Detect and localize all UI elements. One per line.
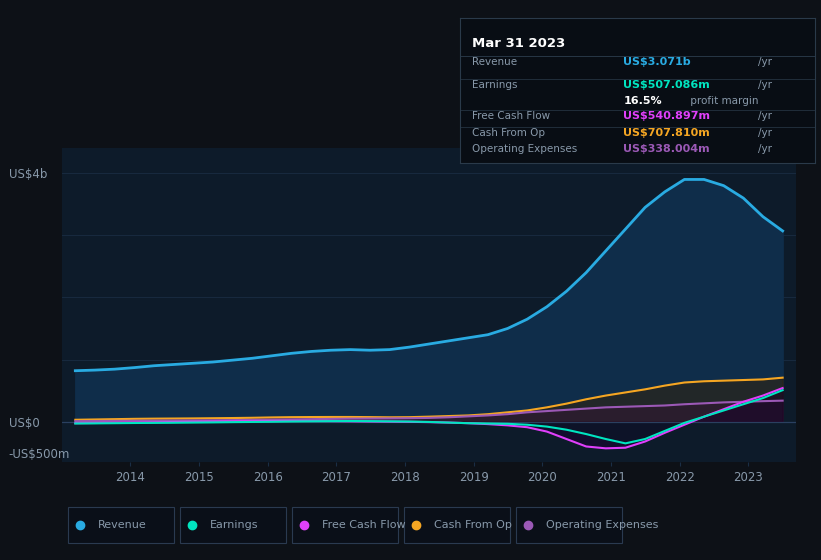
FancyBboxPatch shape — [67, 507, 174, 543]
Text: Free Cash Flow: Free Cash Flow — [472, 111, 551, 121]
Text: Earnings: Earnings — [209, 520, 258, 530]
Text: US$540.897m: US$540.897m — [623, 111, 710, 121]
FancyBboxPatch shape — [291, 507, 398, 543]
Text: Cash From Op: Cash From Op — [433, 520, 511, 530]
Text: /yr: /yr — [759, 128, 773, 138]
FancyBboxPatch shape — [180, 507, 286, 543]
FancyBboxPatch shape — [516, 507, 622, 543]
Text: US$707.810m: US$707.810m — [623, 128, 710, 138]
Text: /yr: /yr — [759, 80, 773, 90]
Text: Free Cash Flow: Free Cash Flow — [322, 520, 406, 530]
Text: Operating Expenses: Operating Expenses — [546, 520, 658, 530]
Text: Cash From Op: Cash From Op — [472, 128, 545, 138]
Text: Operating Expenses: Operating Expenses — [472, 144, 578, 155]
FancyBboxPatch shape — [404, 507, 510, 543]
Text: /yr: /yr — [759, 111, 773, 121]
Text: Revenue: Revenue — [98, 520, 146, 530]
Text: US$507.086m: US$507.086m — [623, 80, 710, 90]
Text: US$3.071b: US$3.071b — [623, 57, 691, 67]
Text: profit margin: profit margin — [687, 96, 759, 106]
Text: /yr: /yr — [759, 144, 773, 155]
Text: US$338.004m: US$338.004m — [623, 144, 710, 155]
Text: Earnings: Earnings — [472, 80, 518, 90]
Text: Revenue: Revenue — [472, 57, 517, 67]
Text: 16.5%: 16.5% — [623, 96, 662, 106]
Text: Mar 31 2023: Mar 31 2023 — [472, 37, 566, 50]
Text: /yr: /yr — [759, 57, 773, 67]
